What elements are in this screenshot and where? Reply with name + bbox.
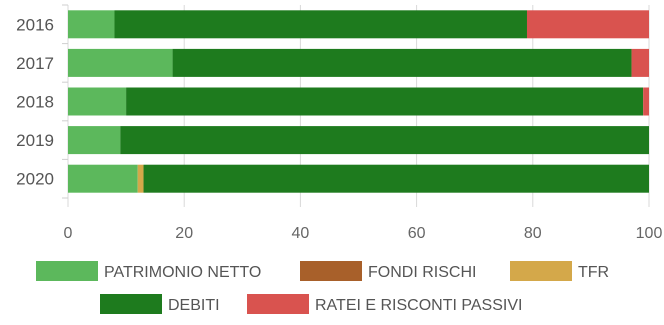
- x-tick-label: 80: [524, 225, 542, 242]
- bar-segment: [114, 10, 527, 39]
- bar-segment: [126, 87, 644, 116]
- legend-swatch: [510, 261, 572, 281]
- bar-segment: [68, 87, 127, 116]
- legend-label: PATRIMONIO NETTO: [104, 264, 261, 281]
- x-tick-label: 60: [408, 225, 426, 242]
- x-tick-labels: 0 20 40 60 80 100: [64, 225, 663, 242]
- x-tick-label: 100: [636, 225, 663, 242]
- y-tick-labels: 2016 2017 2018 2019 2020: [16, 15, 54, 188]
- legend-swatch: [100, 294, 162, 314]
- legend-label: TFR: [578, 264, 609, 281]
- x-tick-label: 0: [64, 225, 73, 242]
- legend-label: FONDI RISCHI: [368, 264, 476, 281]
- legend-label: DEBITI: [168, 297, 220, 314]
- legend-swatch: [36, 261, 98, 281]
- legend-swatch: [247, 294, 309, 314]
- y-tick-label: 2017: [16, 54, 54, 73]
- bar-segment: [643, 87, 649, 116]
- x-tick-label: 40: [292, 225, 310, 242]
- y-tick-label: 2018: [16, 93, 54, 112]
- legend-swatch: [300, 261, 362, 281]
- bar-segment: [68, 10, 115, 39]
- bar-segment: [137, 164, 144, 193]
- y-tick-label: 2019: [16, 131, 54, 150]
- y-tick-label: 2020: [16, 170, 54, 189]
- x-tick-label: 20: [175, 225, 193, 242]
- bar-segment: [68, 164, 138, 193]
- bar-segment: [143, 164, 649, 193]
- bar-segment: [526, 10, 649, 39]
- y-tick-label: 2016: [16, 15, 54, 34]
- bars: [68, 10, 650, 193]
- bar-segment: [68, 126, 121, 155]
- bar-segment: [631, 48, 649, 77]
- bar-segment: [120, 126, 650, 155]
- bar-segment: [172, 48, 632, 77]
- legend: PATRIMONIO NETTO FONDI RISCHI TFR DEBITI RAT…: [36, 261, 609, 314]
- legend-label: RATEI E RISCONTI PASSIVI: [315, 297, 522, 314]
- bar-segment: [68, 48, 173, 77]
